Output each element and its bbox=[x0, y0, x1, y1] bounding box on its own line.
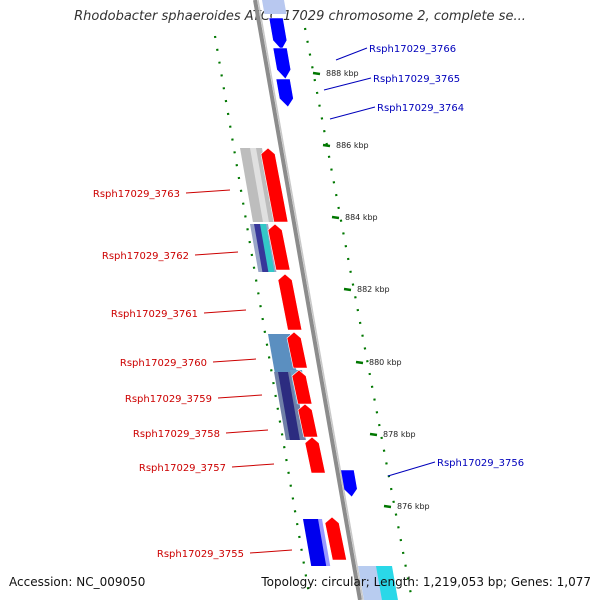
shaded-block-indigo bbox=[254, 224, 271, 272]
genome-summary-text: Topology: circular; Length: 1,219,053 bp… bbox=[261, 575, 591, 589]
tick-label: 888 kbp bbox=[326, 69, 359, 78]
shaded-block-cyan bbox=[376, 566, 398, 600]
tick-mark bbox=[369, 432, 378, 437]
gene-leader-line bbox=[212, 358, 257, 363]
gene-arrow[interactable] bbox=[277, 273, 303, 331]
shaded-block-navy bbox=[278, 372, 300, 440]
gene-leader-line bbox=[203, 309, 247, 314]
gene-label[interactable]: Rsph17029_3765 bbox=[373, 74, 460, 85]
gene-label[interactable]: Rsph17029_3764 bbox=[377, 103, 464, 114]
gene-arrow[interactable] bbox=[286, 331, 308, 369]
genome-backbone bbox=[253, 0, 362, 600]
gene-leader-line bbox=[323, 77, 372, 91]
gene-label[interactable]: Rsph17029_3762 bbox=[102, 251, 189, 262]
tick-label: 882 kbp bbox=[357, 285, 390, 294]
gene-label[interactable]: Rsph17029_3758 bbox=[133, 429, 220, 440]
gene-arrow[interactable] bbox=[267, 223, 291, 271]
tick-mark bbox=[343, 287, 352, 292]
gene-arrow[interactable] bbox=[297, 403, 319, 438]
gene-arrow[interactable] bbox=[275, 78, 294, 108]
tick-label: 876 kbp bbox=[397, 502, 430, 511]
tick-mark bbox=[322, 143, 331, 148]
gene-leader-line bbox=[329, 106, 376, 120]
gene-arrow[interactable] bbox=[260, 147, 289, 223]
gene-arrow[interactable] bbox=[272, 47, 292, 80]
gene-leader-line bbox=[194, 251, 239, 256]
gene-label[interactable]: Rsph17029_3761 bbox=[111, 309, 198, 320]
gene-arrow[interactable] bbox=[324, 516, 347, 561]
gene-label[interactable]: Rsph17029_3757 bbox=[139, 463, 226, 474]
gene-leader-line bbox=[225, 429, 269, 434]
gene-leader-line bbox=[185, 189, 231, 194]
label-layer: Rsph17029_3766 Rsph17029_3765 Rsph17029_37… bbox=[93, 44, 524, 560]
tick-label: 878 kbp bbox=[383, 430, 416, 439]
gene-label[interactable]: Rsph17029_3759 bbox=[125, 394, 212, 405]
tick-mark bbox=[383, 504, 392, 509]
shaded-block-cyan bbox=[260, 224, 275, 272]
tick-layer: 888 kbp 886 kbp 884 kbp 882 kbp 880 kbp 878 k… bbox=[213, 27, 430, 600]
gene-leader-line bbox=[231, 463, 275, 468]
tick-mark bbox=[355, 360, 364, 365]
gene-label[interactable]: Rsph17029_3756 bbox=[437, 458, 524, 469]
gene-leader-line bbox=[387, 461, 436, 477]
tick-label: 880 kbp bbox=[369, 358, 402, 367]
gene-arrow[interactable] bbox=[291, 369, 313, 405]
shaded-block-light bbox=[250, 148, 269, 222]
gene-leader-line bbox=[217, 394, 263, 399]
gene-leader-line bbox=[335, 47, 368, 61]
gene-label[interactable]: Rsph17029_3755 bbox=[157, 549, 244, 560]
accession-text: Accession: NC_009050 bbox=[9, 575, 146, 589]
shaded-block-lilac bbox=[318, 519, 331, 566]
tick-mark bbox=[331, 215, 340, 220]
shaded-block-pale bbox=[262, 0, 287, 14]
gene-arrow[interactable] bbox=[304, 436, 326, 474]
tick-mark bbox=[312, 71, 321, 76]
genome-backbone-shadow bbox=[257, 0, 364, 600]
gene-label[interactable]: Rsph17029_3760 bbox=[120, 358, 207, 369]
gene-label[interactable]: Rsph17029_3763 bbox=[93, 189, 180, 200]
gene-leader-line bbox=[249, 549, 293, 554]
feature-layer bbox=[240, 0, 398, 600]
map-title: Rhodobacter sphaeroides ATCC 17029 chrom… bbox=[74, 9, 526, 24]
tick-label: 886 kbp bbox=[336, 141, 369, 150]
gene-arrow[interactable] bbox=[268, 17, 288, 51]
gene-label[interactable]: Rsph17029_3766 bbox=[369, 44, 456, 55]
tick-label: 884 kbp bbox=[345, 213, 378, 222]
